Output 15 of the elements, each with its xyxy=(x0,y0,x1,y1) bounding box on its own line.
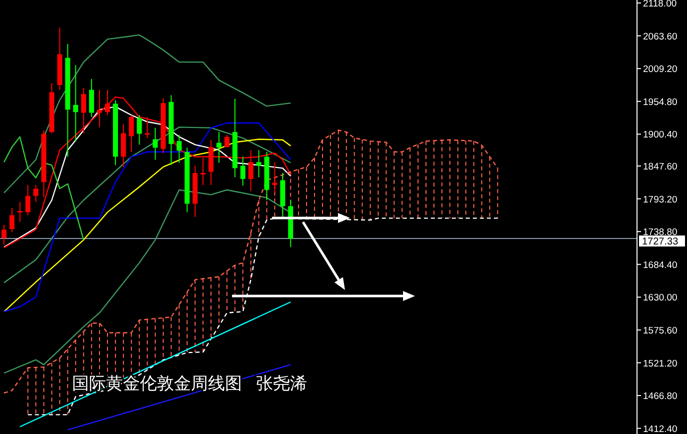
y-tick-label: 1900.40 xyxy=(643,130,678,141)
y-tick-label: 1575.60 xyxy=(643,325,678,336)
y-tick-label: 1630.00 xyxy=(643,292,678,304)
y-tick-label: 1847.60 xyxy=(643,162,678,173)
y-tick-label: 2009.20 xyxy=(643,64,678,76)
y-tick-label: 1466.80 xyxy=(643,391,678,402)
y-tick-label: 1521.20 xyxy=(643,358,678,370)
y-tick-label: 1684.40 xyxy=(643,260,678,271)
y-tick-label: 1954.80 xyxy=(643,96,678,108)
y-tick-label: 1738.80 xyxy=(643,227,678,238)
y-tick-label: 1412.40 xyxy=(643,424,678,434)
ref-line-label: 1727.33 xyxy=(642,236,679,248)
y-tick-label: 2118.00 xyxy=(643,0,677,10)
y-tick-label: 1793.20 xyxy=(643,194,678,206)
y-tick-label: 2063.60 xyxy=(643,31,678,42)
